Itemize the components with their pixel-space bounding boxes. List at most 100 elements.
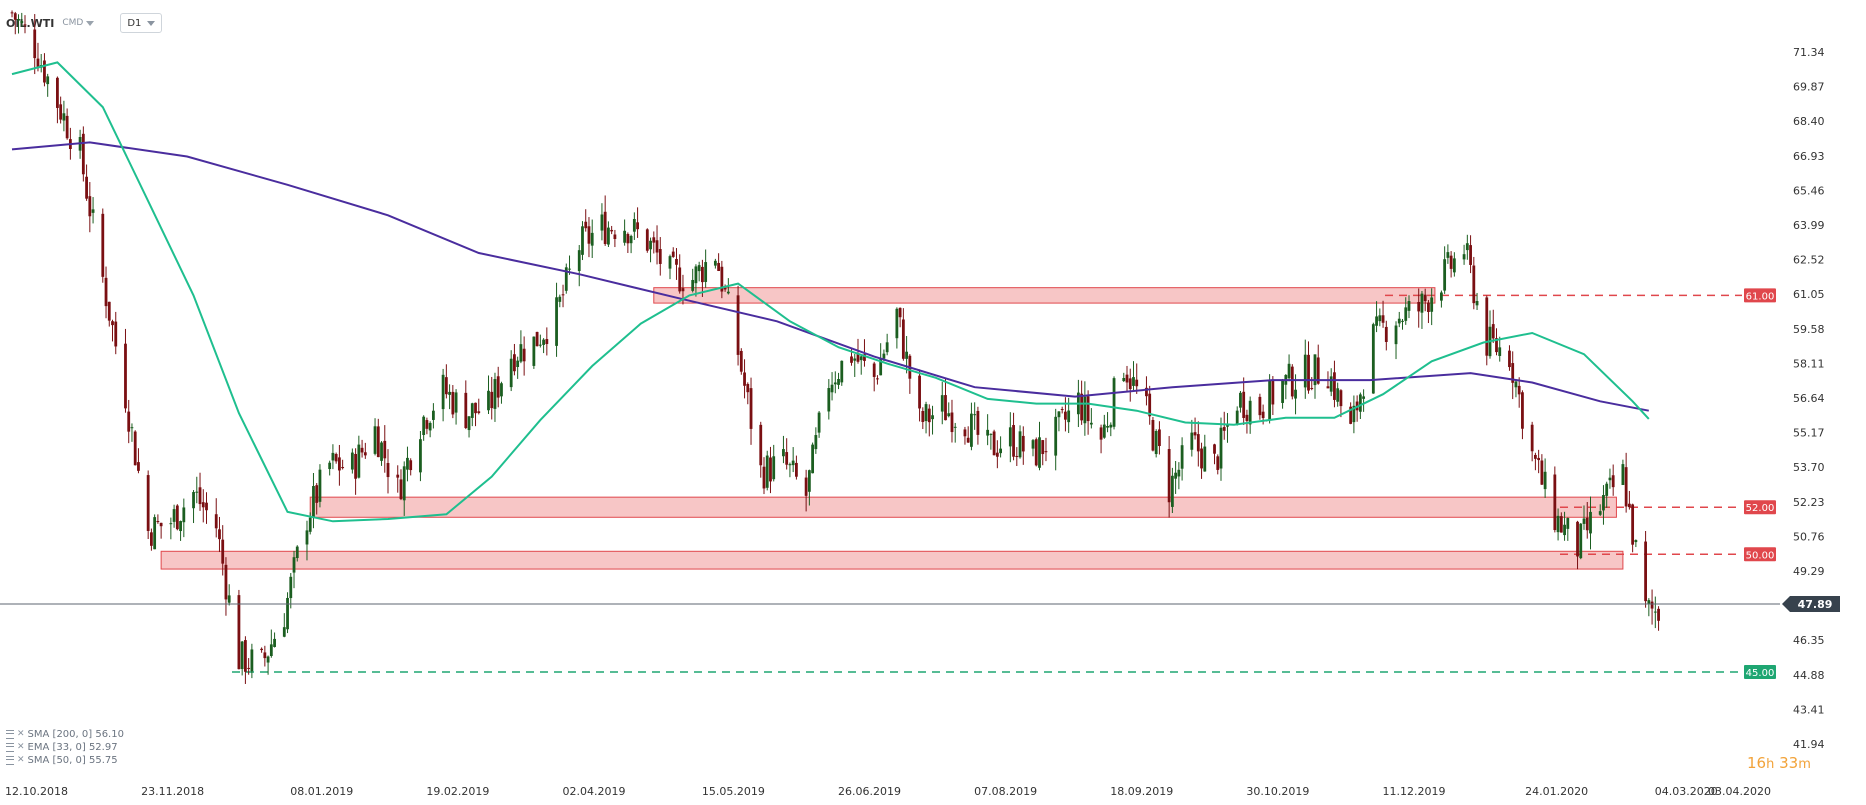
candle-body[interactable] xyxy=(363,452,367,456)
candle-body[interactable] xyxy=(85,176,88,199)
candle-body[interactable] xyxy=(1041,440,1045,455)
candle-body[interactable] xyxy=(1469,245,1472,265)
candle-body[interactable] xyxy=(863,354,866,361)
candle-body[interactable] xyxy=(1602,495,1605,511)
timeframe-select[interactable]: D1 xyxy=(120,13,163,33)
candle-body[interactable] xyxy=(590,232,594,246)
candle-body[interactable] xyxy=(240,641,244,670)
candle-body[interactable] xyxy=(428,422,432,431)
candle-body[interactable] xyxy=(931,415,934,420)
candle-body[interactable] xyxy=(1576,521,1579,557)
candle-body[interactable] xyxy=(992,431,996,456)
candle-body[interactable] xyxy=(1089,422,1093,425)
candle-body[interactable] xyxy=(649,240,652,250)
candle-body[interactable] xyxy=(1268,380,1272,421)
candle-body[interactable] xyxy=(1180,445,1184,469)
candle-body[interactable] xyxy=(519,344,523,362)
candle-body[interactable] xyxy=(380,442,383,461)
candle-body[interactable] xyxy=(1650,601,1654,609)
candle-body[interactable] xyxy=(1521,392,1524,429)
candle-body[interactable] xyxy=(289,576,293,599)
candle-body[interactable] xyxy=(334,453,338,462)
candle-body[interactable] xyxy=(697,265,701,272)
candle-body[interactable] xyxy=(1174,472,1178,479)
candle-body[interactable] xyxy=(201,502,205,508)
candle-body[interactable] xyxy=(788,464,792,466)
candle-body[interactable] xyxy=(20,21,24,23)
remove-icon[interactable]: ✕ xyxy=(17,755,25,765)
candle-body[interactable] xyxy=(749,388,753,429)
candle-body[interactable] xyxy=(1158,429,1161,447)
candle-body[interactable] xyxy=(1307,354,1310,391)
candle-body[interactable] xyxy=(1657,608,1660,621)
candle-body[interactable] xyxy=(1384,326,1388,342)
candle-body[interactable] xyxy=(736,295,740,355)
candle-body[interactable] xyxy=(743,372,746,386)
candle-body[interactable] xyxy=(1605,483,1609,496)
candle-body[interactable] xyxy=(1381,315,1385,323)
sr-zone[interactable] xyxy=(160,550,1624,570)
remove-icon[interactable]: ✕ xyxy=(17,729,25,739)
candle-body[interactable] xyxy=(691,279,695,291)
candle-body[interactable] xyxy=(509,358,513,388)
candle-body[interactable] xyxy=(623,230,627,243)
candle-body[interactable] xyxy=(282,627,286,637)
candle-body[interactable] xyxy=(739,350,743,372)
market-dropdown[interactable]: CMD xyxy=(62,18,95,28)
candle-body[interactable] xyxy=(772,456,776,480)
candle-body[interactable] xyxy=(905,351,909,359)
sr-zone[interactable] xyxy=(653,287,1436,304)
candle-body[interactable] xyxy=(1417,301,1421,312)
candle-body[interactable] xyxy=(1329,376,1333,392)
candle-body[interactable] xyxy=(1271,380,1275,405)
candle-body[interactable] xyxy=(308,517,312,532)
candle-body[interactable] xyxy=(1543,471,1547,490)
candle-body[interactable] xyxy=(1012,425,1015,457)
candle-body[interactable] xyxy=(613,234,617,240)
candle-body[interactable] xyxy=(1128,378,1132,390)
candle-body[interactable] xyxy=(558,296,562,302)
candle-body[interactable] xyxy=(1582,518,1586,524)
candle-body[interactable] xyxy=(564,267,568,291)
candle-body[interactable] xyxy=(970,413,973,447)
candle-body[interactable] xyxy=(1439,292,1443,301)
candle-body[interactable] xyxy=(431,410,435,420)
candle-body[interactable] xyxy=(940,395,944,412)
candle-body[interactable] xyxy=(1316,357,1320,384)
candle-body[interactable] xyxy=(198,487,202,505)
candle-body[interactable] xyxy=(895,308,899,339)
candle-body[interactable] xyxy=(1362,396,1366,399)
candle-body[interactable] xyxy=(1472,265,1476,304)
candle-body[interactable] xyxy=(1245,414,1249,421)
candle-body[interactable] xyxy=(1102,424,1106,438)
settings-lines-icon[interactable] xyxy=(6,756,14,765)
candle-body[interactable] xyxy=(545,339,549,345)
candle-body[interactable] xyxy=(701,266,704,283)
candle-body[interactable] xyxy=(399,479,403,500)
candle-body[interactable] xyxy=(1397,318,1401,324)
candle-body[interactable] xyxy=(1530,424,1534,452)
candle-body[interactable] xyxy=(1099,427,1103,440)
candle-body[interactable] xyxy=(1563,524,1566,536)
candle-body[interactable] xyxy=(23,24,27,26)
candle-body[interactable] xyxy=(1080,393,1084,421)
candle-body[interactable] xyxy=(1585,517,1589,531)
candle-body[interactable] xyxy=(292,557,296,573)
candle-body[interactable] xyxy=(1148,393,1152,417)
candle-body[interactable] xyxy=(195,491,199,493)
candle-body[interactable] xyxy=(124,343,127,409)
candle-body[interactable] xyxy=(1313,354,1317,386)
candle-body[interactable] xyxy=(1634,540,1638,543)
candle-body[interactable] xyxy=(386,462,390,478)
candle-body[interactable] xyxy=(357,444,361,478)
candle-body[interactable] xyxy=(43,60,46,83)
candle-body[interactable] xyxy=(62,113,66,121)
candle-body[interactable] xyxy=(1242,391,1246,418)
candle-body[interactable] xyxy=(989,433,993,435)
candle-body[interactable] xyxy=(944,395,947,421)
candle-body[interactable] xyxy=(1196,434,1200,452)
candle-body[interactable] xyxy=(337,457,341,471)
candle-body[interactable] xyxy=(1621,464,1625,485)
candle-body[interactable] xyxy=(1057,411,1061,418)
candle-body[interactable] xyxy=(1339,390,1343,407)
